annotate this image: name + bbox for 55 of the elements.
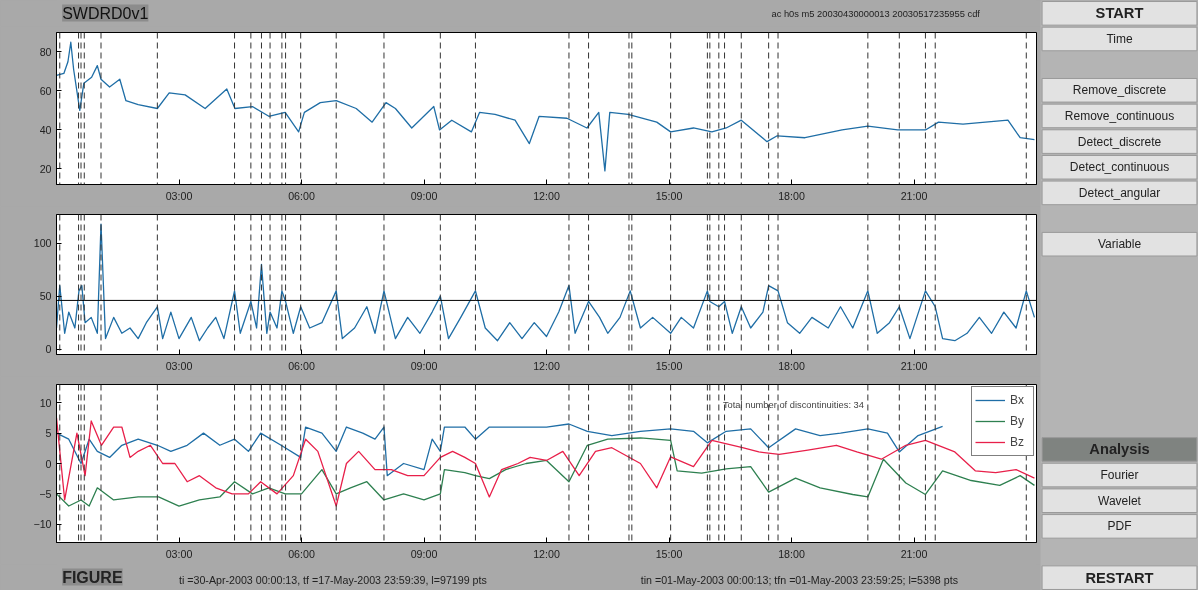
x-tick-label: 15:00 [655,359,683,372]
x-tick-label: 06:00 [288,189,315,202]
text: Remove_continuous [1064,108,1175,123]
legend-label: By [1010,414,1025,428]
x-tick-label: 21:00 [900,547,928,560]
y-tick-label: 100 [33,237,52,250]
x-tick-label: 18:00 [778,359,805,372]
text: PDF [1107,519,1132,534]
text: Detect_angular [1078,185,1161,200]
chart-title: SWDRD0v1 [62,4,149,22]
y-tick-label: 5 [45,427,52,440]
x-tick-label: 09:00 [410,189,438,202]
text: RESTART [1085,569,1154,586]
x-tick-label: 15:00 [655,547,683,560]
text: tin =01-May-2003 00:00:13; tfn =01-May-2003 23:59:25; l=5398 pts [640,573,958,586]
x-tick-label: 12:00 [533,547,560,560]
text: START [1095,5,1144,22]
x-tick-label: 18:00 [778,547,805,560]
x-tick-label: 21:00 [900,359,928,372]
y-tick-label: −10 [33,518,52,531]
x-tick-label: 12:00 [533,189,560,202]
legend-label: Bx [1010,393,1025,407]
y-tick-label: −5 [39,487,52,500]
x-tick-label: 09:00 [410,547,438,560]
y-tick-label: 50 [39,290,52,303]
x-tick-label: 21:00 [900,189,928,202]
text: Analysis [1089,441,1150,458]
x-tick-label: 06:00 [288,359,315,372]
x-tick-label: 12:00 [533,359,560,372]
text: FIGURE [62,568,123,586]
x-tick-label: 03:00 [165,189,193,202]
x-tick-label: 18:00 [778,189,805,202]
text: Time [1106,31,1133,46]
y-tick-label: 10 [39,396,52,409]
text: Wavelet [1098,493,1142,508]
x-tick-label: 09:00 [410,359,438,372]
text: Remove_discrete [1072,83,1167,98]
y-tick-label: 0 [45,457,52,470]
text: Detect_discrete [1077,134,1162,149]
chart-subtitle: ac h0s m5 20030430000013 20030517235955 cdf [771,8,981,19]
y-tick-label: 60 [39,84,52,97]
text: Variable [1097,237,1142,252]
y-tick-label: 80 [39,45,52,58]
x-tick-label: 06:00 [288,547,315,560]
x-tick-label: 15:00 [655,189,683,202]
x-tick-label: 03:00 [165,547,193,560]
x-tick-label: 03:00 [165,359,193,372]
text: ti =30-Apr-2003 00:00:13, tf =17-May-2003 23:59:39, l=97199 pts [179,573,487,586]
legend-label: Bz [1010,435,1025,449]
text: Fourier [1100,468,1139,483]
y-tick-label: 0 [45,343,52,356]
y-tick-label: 20 [39,162,52,175]
annotation: Total number of discontinuities: 34 [722,399,864,410]
text: Detect_continuous [1069,160,1170,175]
y-tick-label: 40 [39,123,52,136]
